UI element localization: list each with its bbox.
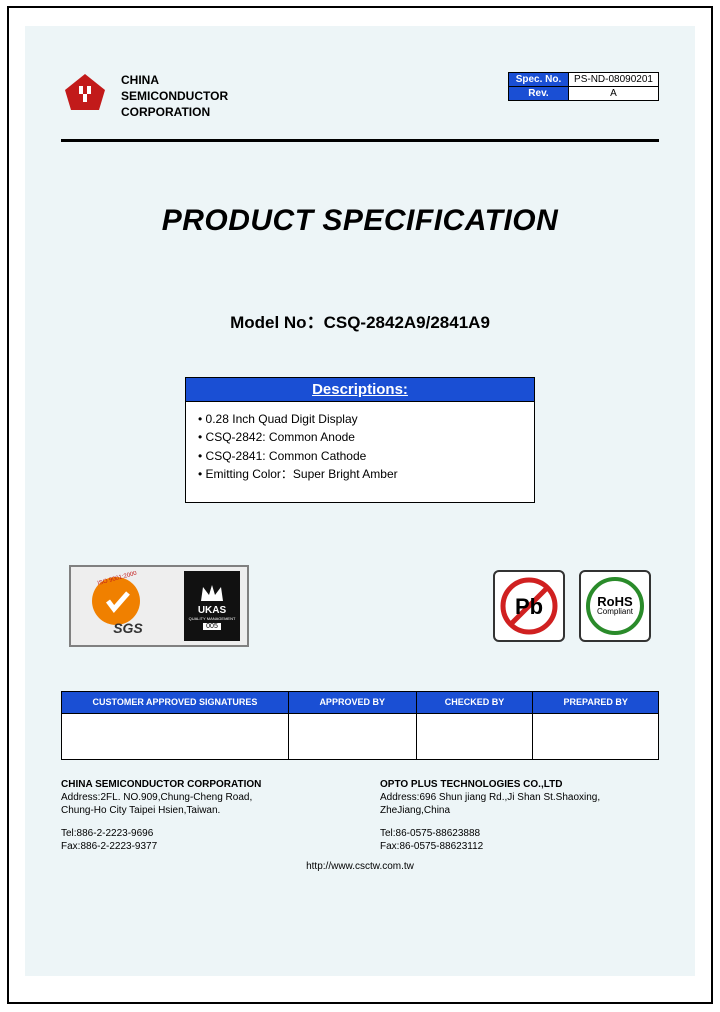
rev-label: Rev.: [509, 87, 569, 101]
approval-cell: [533, 713, 659, 759]
company-logo-icon: [61, 72, 109, 114]
model-line: Model No：CSQ-2842A9/2841A9: [61, 308, 659, 333]
footer-right-fax: Fax:86-0575-88623112: [380, 840, 659, 853]
ukas-number: 005: [203, 623, 221, 630]
approval-cell: [288, 713, 416, 759]
outer-frame: CHINA SEMICONDUCTOR CORPORATION Spec. No…: [7, 6, 713, 1004]
company-line2: SEMICONDUCTOR: [121, 88, 228, 104]
logo-block: CHINA SEMICONDUCTOR CORPORATION: [61, 72, 228, 121]
page-title: PRODUCT SPECIFICATION: [61, 204, 659, 238]
spec-no-label: Spec. No.: [509, 73, 569, 87]
crown-icon: [197, 581, 227, 605]
model-label: Model No：: [230, 313, 324, 332]
footer-left-tel: Tel:886-2-2223-9696: [61, 827, 340, 840]
approval-col-approved: APPROVED BY: [288, 691, 416, 713]
pb-free-badge: Pb: [493, 570, 565, 642]
desc-text: CSQ-2842: Common Anode: [206, 430, 355, 444]
company-line3: CORPORATION: [121, 104, 228, 120]
rohs-badge: RoHS Compliant: [579, 570, 651, 642]
ukas-badge: UKAS QUALITY MANAGEMENT 005: [184, 571, 240, 641]
footer-left-name: CHINA SEMICONDUCTOR CORPORATION: [61, 778, 340, 791]
desc-item: • CSQ-2842: Common Anode: [198, 428, 522, 447]
rohs-ring-icon: RoHS Compliant: [586, 577, 644, 635]
footer-right-addr2: ZheJiang,China: [380, 804, 659, 817]
approval-table: CUSTOMER APPROVED SIGNATURES APPROVED BY…: [61, 691, 659, 760]
desc-item: • CSQ-2841: Common Cathode: [198, 447, 522, 466]
approval-cell: [416, 713, 533, 759]
footer-right: OPTO PLUS TECHNOLOGIES CO.,LTD Address:6…: [380, 778, 659, 853]
company-name: CHINA SEMICONDUCTOR CORPORATION: [121, 72, 228, 121]
rev-value: A: [569, 87, 659, 101]
sgs-cert-badge: SGS ISO 9001:2000 UKAS QUALITY MANAGEMEN…: [69, 565, 249, 647]
sgs-icon: SGS ISO 9001:2000: [78, 571, 178, 641]
ukas-label: UKAS: [198, 605, 226, 616]
descriptions-header: Descriptions:: [186, 378, 534, 402]
footer-columns: CHINA SEMICONDUCTOR CORPORATION Address:…: [61, 778, 659, 853]
footer-left: CHINA SEMICONDUCTOR CORPORATION Address:…: [61, 778, 340, 853]
descriptions-body: • 0.28 Inch Quad Digit Display • CSQ-284…: [186, 402, 534, 502]
footer-right-addr1: Address:696 Shun jiang Rd.,Ji Shan St.Sh…: [380, 791, 659, 804]
company-line1: CHINA: [121, 72, 228, 88]
page: CHINA SEMICONDUCTOR CORPORATION Spec. No…: [25, 26, 695, 976]
svg-text:Pb: Pb: [515, 594, 543, 619]
spec-no-value: PS-ND-08090201: [569, 73, 659, 87]
spec-number-table: Spec. No. PS-ND-08090201 Rev. A: [508, 72, 659, 101]
footer-right-tel: Tel:86-0575-88623888: [380, 827, 659, 840]
desc-text: Emitting Color：Super Bright Amber: [206, 467, 398, 481]
footer: CHINA SEMICONDUCTOR CORPORATION Address:…: [61, 778, 659, 872]
approval-col-signatures: CUSTOMER APPROVED SIGNATURES: [62, 691, 289, 713]
svg-text:SGS: SGS: [113, 620, 143, 636]
certifications-row: SGS ISO 9001:2000 UKAS QUALITY MANAGEMEN…: [61, 565, 659, 647]
footer-right-name: OPTO PLUS TECHNOLOGIES CO.,LTD: [380, 778, 659, 791]
model-value: CSQ-2842A9/2841A9: [324, 313, 490, 332]
approval-cell: [62, 713, 289, 759]
footer-left-fax: Fax:886-2-2223-9377: [61, 840, 340, 853]
ukas-sublabel: QUALITY MANAGEMENT: [189, 616, 236, 621]
footer-url: http://www.csctw.com.tw: [61, 861, 659, 872]
descriptions-box: Descriptions: • 0.28 Inch Quad Digit Dis…: [185, 377, 535, 503]
approval-col-prepared: PREPARED BY: [533, 691, 659, 713]
header: CHINA SEMICONDUCTOR CORPORATION Spec. No…: [61, 72, 659, 121]
footer-left-addr2: Chung-Ho City Taipei Hsien,Taiwan.: [61, 804, 340, 817]
desc-item: • 0.28 Inch Quad Digit Display: [198, 410, 522, 429]
rohs-line2: Compliant: [597, 608, 633, 616]
desc-text: 0.28 Inch Quad Digit Display: [206, 412, 358, 426]
desc-text: CSQ-2841: Common Cathode: [206, 449, 367, 463]
header-rule: [61, 139, 659, 142]
desc-item: • Emitting Color：Super Bright Amber: [198, 465, 522, 484]
pb-free-icon: Pb: [499, 576, 559, 636]
approval-col-checked: CHECKED BY: [416, 691, 533, 713]
footer-left-addr1: Address:2FL. NO.909,Chung-Cheng Road,: [61, 791, 340, 804]
